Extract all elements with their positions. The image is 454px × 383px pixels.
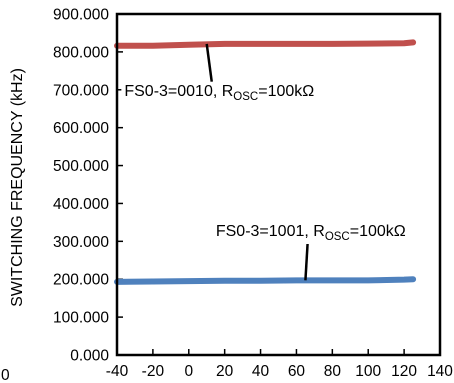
annotation-background (121, 81, 318, 104)
annotation-subscript: OSC (325, 231, 350, 243)
annotation-2: FS0-3=1001, ROSC=100kΩ (212, 221, 409, 281)
annotation-leader-line (205, 43, 213, 82)
y-tick-label: 200.000 (53, 272, 109, 289)
y-axis-label: SWITCHING FREQUENCY (kHz) (9, 68, 26, 307)
x-axis-ticks: -40 -20 0 20 40 60 80 100 120 140 (106, 349, 453, 380)
y-tick-label: 100.000 (53, 310, 109, 327)
annotation-main: FS0-3=0010, R (124, 83, 233, 100)
series-line-1 (114, 39, 417, 49)
annotation-tail: =100kΩ (258, 83, 314, 100)
annotation-background (212, 221, 409, 244)
y-axis-ticks: 0.000 100.000 200.000 300.000 400.000 500.000… (53, 7, 123, 365)
x-tick-label: 40 (252, 363, 270, 380)
series-line-2 (114, 276, 417, 285)
stray-tick-label: 0 (1, 367, 10, 383)
annotation-subscript: OSC (233, 91, 258, 103)
x-tick-label: -20 (142, 363, 165, 380)
x-tick-label: 80 (324, 363, 342, 380)
y-tick-label: 400.000 (53, 196, 109, 213)
annotation-text: FS0-3=1001, ROSC=100kΩ (216, 223, 406, 243)
y-tick-label: 600.000 (53, 120, 109, 137)
annotation-main: FS0-3=1001, R (216, 223, 325, 240)
y-tick-label: 300.000 (53, 234, 109, 251)
y-tick-label: 500.000 (53, 158, 109, 175)
x-tick-label: 120 (391, 363, 417, 380)
annotation-tail: =100kΩ (350, 223, 406, 240)
annotation-leader-line (304, 243, 309, 281)
x-tick-label: -40 (106, 363, 129, 380)
y-tick-label: 700.000 (53, 82, 109, 99)
y-tick-label: 800.000 (53, 44, 109, 61)
annotation-1: FS0-3=0010, ROSC=100kΩ (121, 43, 318, 104)
y-tick-label: 0.000 (70, 348, 109, 365)
x-tick-label: 20 (216, 363, 234, 380)
x-tick-label: 100 (355, 363, 381, 380)
y-tick-label: 900.000 (53, 7, 109, 24)
annotation-text: FS0-3=0010, ROSC=100kΩ (124, 83, 314, 103)
plot-frame (115, 12, 442, 357)
x-tick-label: 0 (184, 363, 193, 380)
data-series (114, 39, 417, 285)
x-tick-label: 140 (427, 363, 453, 380)
x-tick-label: 60 (288, 363, 306, 380)
